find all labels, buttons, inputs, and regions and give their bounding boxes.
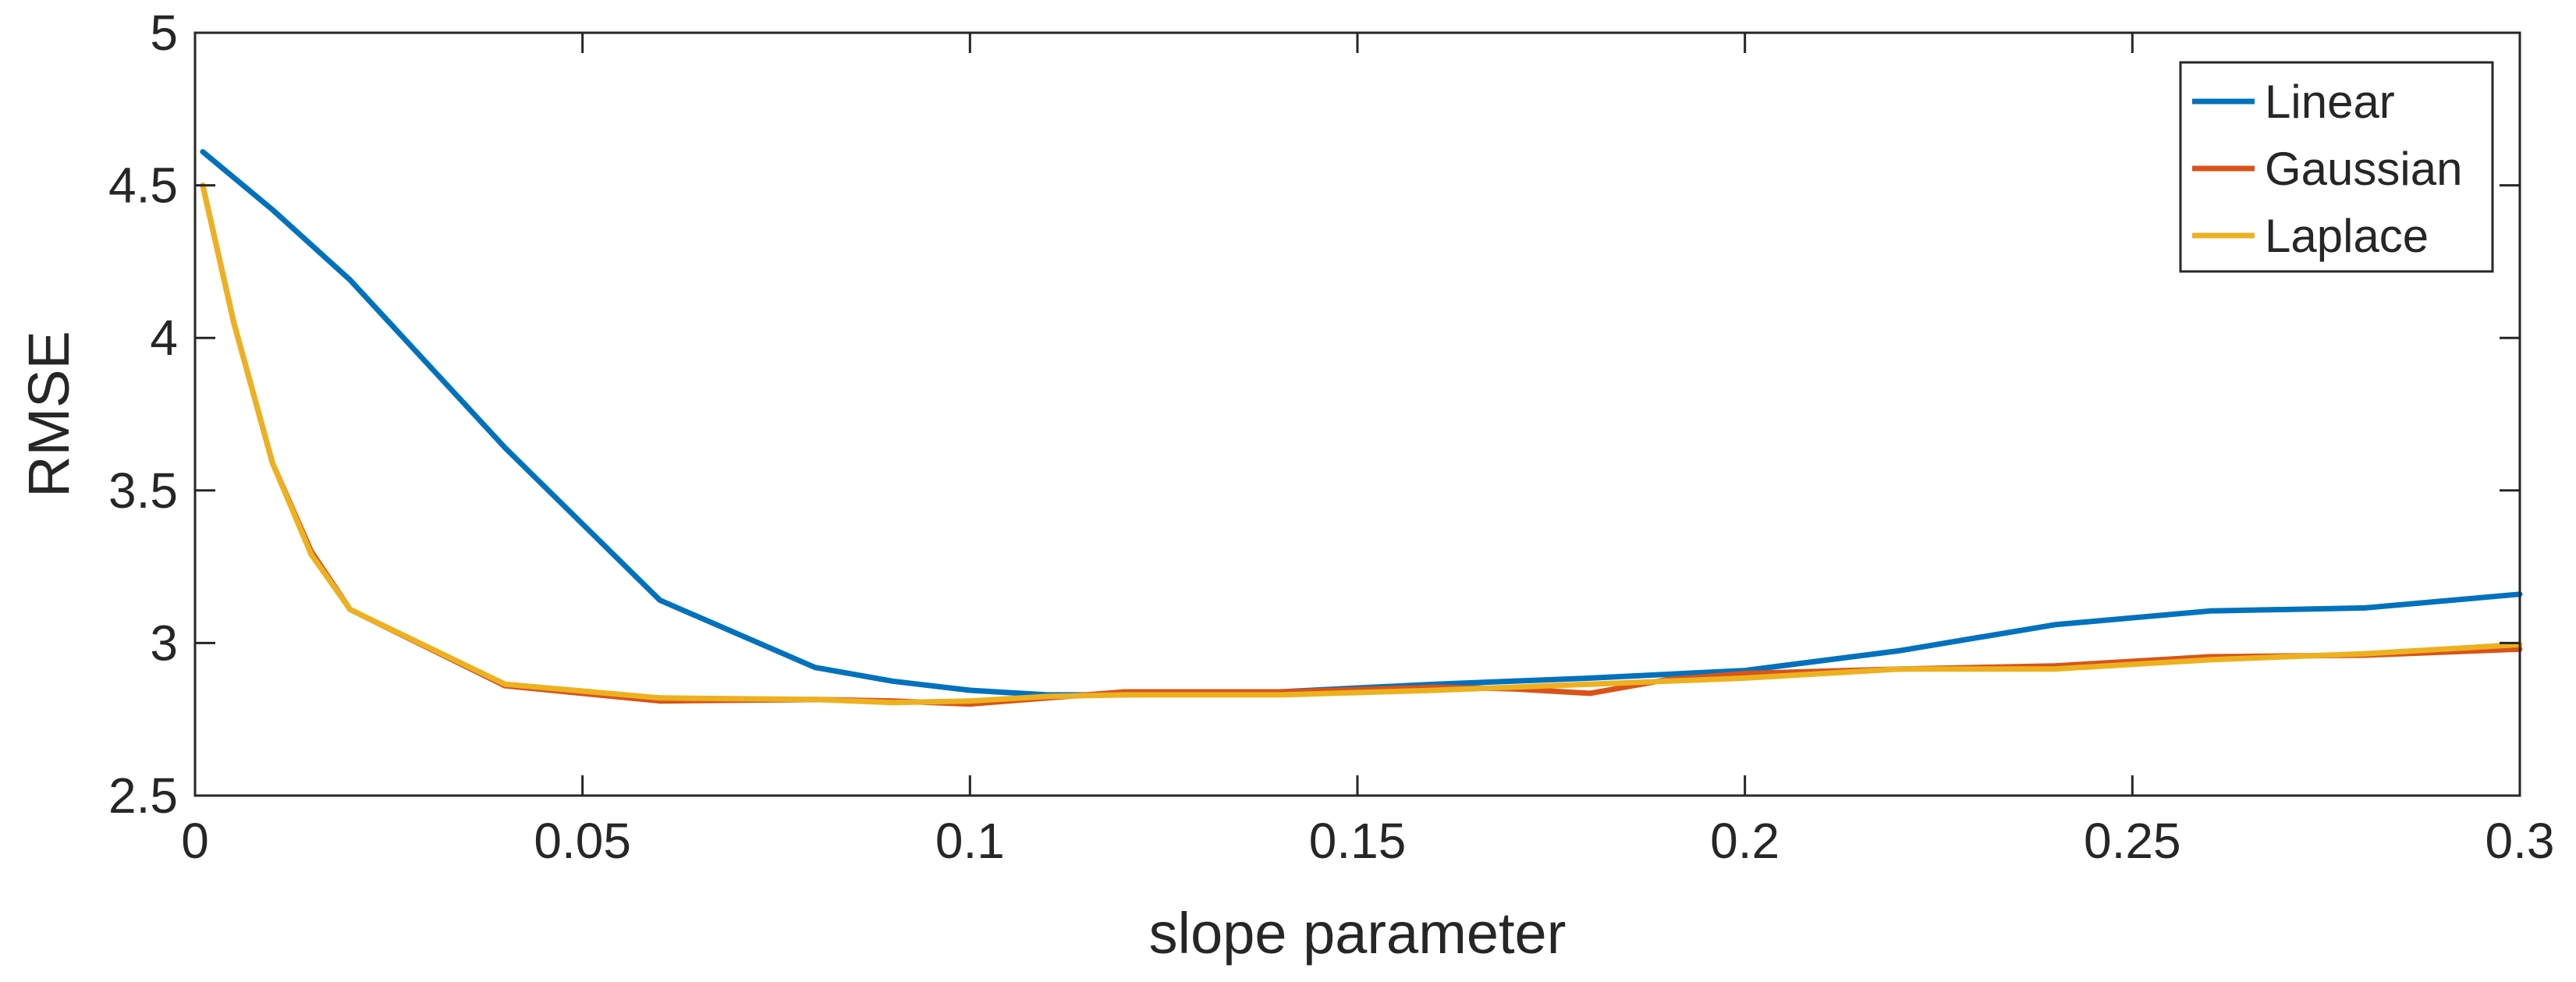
x-tick-label: 0.05 <box>534 813 631 869</box>
x-tick-label: 0.1 <box>935 813 1005 869</box>
y-tick-label: 3 <box>150 615 178 671</box>
y-tick-label: 5 <box>150 5 178 61</box>
y-axis-title: RMSE <box>16 331 81 498</box>
series-layer <box>200 149 2523 707</box>
y-tick-label: 4 <box>150 310 178 366</box>
legend-label-gaussian: Gaussian <box>2265 143 2462 195</box>
y-tick-label: 4.5 <box>108 158 178 214</box>
x-tick-label: 0.2 <box>1710 813 1779 869</box>
y-tick-label: 3.5 <box>108 463 178 519</box>
x-axis-title: slope parameter <box>1149 901 1567 966</box>
x-tick-label: 0.25 <box>2084 813 2181 869</box>
x-tick-label: 0.3 <box>2486 813 2555 869</box>
x-tick-label: 0.15 <box>1309 813 1407 869</box>
y-tick-label: 2.5 <box>108 768 178 824</box>
legend-label-linear: Linear <box>2265 76 2395 128</box>
x-tick-label: 0 <box>181 813 209 869</box>
legend: Linear Gaussian Laplace <box>2179 61 2494 273</box>
series-line-laplace <box>200 183 2523 706</box>
ticks-layer: 0 0.05 0.1 0.15 0.2 0.25 0.3 2.5 3 3.5 4 4.5 5 <box>108 5 2554 869</box>
legend-label-laplace: Laplace <box>2265 210 2429 262</box>
